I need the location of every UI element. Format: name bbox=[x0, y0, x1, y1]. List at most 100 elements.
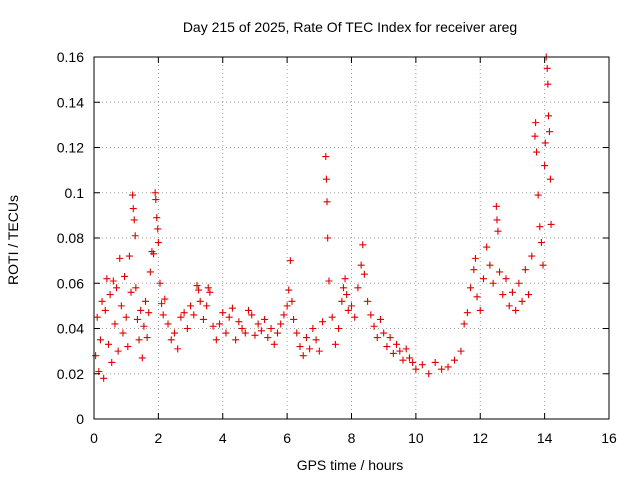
data-point bbox=[322, 153, 330, 161]
data-point bbox=[277, 320, 285, 328]
data-point bbox=[209, 322, 217, 330]
data-point bbox=[130, 216, 138, 224]
data-point bbox=[290, 315, 298, 323]
grid-lines bbox=[94, 57, 609, 419]
data-point bbox=[451, 356, 458, 364]
data-point bbox=[288, 297, 296, 305]
data-point bbox=[393, 340, 401, 348]
data-point bbox=[322, 175, 330, 183]
data-point bbox=[129, 191, 137, 199]
data-point bbox=[109, 277, 117, 285]
x-tick-label: 6 bbox=[283, 430, 291, 446]
data-point bbox=[150, 250, 158, 258]
axis-ticks: 0 2 4 6 8 10 12 14 16 0 0.02 0.04 0.06 0.08 0.1 0.12 0.1… bbox=[57, 49, 617, 446]
data-point bbox=[537, 239, 545, 247]
data-point bbox=[299, 352, 307, 360]
data-point bbox=[117, 302, 125, 310]
data-point bbox=[296, 343, 304, 351]
data-point bbox=[409, 358, 417, 366]
data-point bbox=[359, 241, 367, 249]
data-points bbox=[92, 53, 555, 382]
data-point bbox=[499, 291, 507, 299]
data-point bbox=[386, 334, 394, 342]
data-point bbox=[245, 306, 252, 314]
data-point bbox=[135, 336, 143, 344]
data-point bbox=[129, 205, 137, 213]
data-point bbox=[127, 288, 135, 296]
data-point bbox=[493, 216, 501, 224]
data-point bbox=[341, 275, 349, 283]
data-point bbox=[380, 329, 388, 337]
data-point bbox=[357, 261, 365, 269]
data-point bbox=[525, 291, 533, 299]
data-point bbox=[158, 300, 166, 308]
data-point bbox=[338, 297, 346, 305]
data-point bbox=[131, 232, 139, 240]
data-point bbox=[473, 293, 481, 301]
data-point bbox=[544, 112, 552, 120]
data-point bbox=[174, 345, 182, 353]
data-point bbox=[483, 243, 491, 251]
data-point bbox=[228, 304, 236, 312]
data-point bbox=[154, 239, 162, 247]
data-point bbox=[196, 297, 204, 305]
data-point bbox=[153, 214, 161, 222]
data-point bbox=[389, 349, 397, 357]
data-point bbox=[460, 320, 468, 328]
data-point bbox=[156, 279, 164, 287]
data-point bbox=[470, 266, 478, 274]
data-point bbox=[354, 284, 362, 292]
data-point bbox=[125, 252, 133, 260]
y-tick-label: 0.02 bbox=[57, 366, 84, 382]
x-tick-label: 10 bbox=[408, 430, 424, 446]
data-point bbox=[539, 261, 547, 269]
data-point bbox=[119, 329, 127, 337]
data-point bbox=[306, 345, 314, 353]
y-tick-label: 0.06 bbox=[57, 275, 84, 291]
data-point bbox=[232, 336, 240, 344]
data-point bbox=[343, 291, 351, 299]
data-point bbox=[137, 306, 145, 314]
data-point bbox=[167, 336, 175, 344]
data-point bbox=[545, 128, 553, 136]
data-point bbox=[280, 311, 288, 319]
data-point bbox=[267, 325, 275, 332]
data-point bbox=[373, 334, 381, 342]
data-point bbox=[515, 279, 523, 287]
data-point bbox=[544, 80, 552, 88]
data-point bbox=[489, 279, 497, 287]
y-tick-label: 0.1 bbox=[65, 185, 85, 201]
data-point bbox=[431, 358, 439, 366]
data-point bbox=[479, 275, 487, 283]
data-point bbox=[121, 272, 129, 280]
data-point bbox=[154, 225, 162, 233]
data-point bbox=[418, 361, 426, 369]
data-point bbox=[348, 302, 355, 310]
data-point bbox=[92, 352, 100, 360]
data-point bbox=[103, 275, 111, 283]
data-point bbox=[532, 119, 540, 127]
data-point bbox=[492, 202, 500, 210]
data-point bbox=[444, 363, 452, 371]
data-point bbox=[257, 327, 265, 335]
data-point bbox=[528, 252, 536, 260]
x-tick-label: 8 bbox=[348, 430, 356, 446]
data-point bbox=[98, 297, 106, 305]
data-point bbox=[531, 132, 539, 140]
data-point bbox=[339, 284, 347, 292]
data-point bbox=[293, 329, 301, 337]
data-point bbox=[546, 175, 554, 183]
data-point bbox=[254, 320, 262, 328]
data-point bbox=[264, 334, 272, 342]
data-point bbox=[193, 282, 201, 290]
data-point bbox=[114, 347, 122, 355]
data-point bbox=[104, 340, 112, 348]
data-point bbox=[159, 311, 167, 319]
data-point bbox=[199, 315, 207, 323]
data-point bbox=[241, 329, 249, 337]
data-point bbox=[521, 266, 529, 274]
data-point bbox=[122, 313, 130, 321]
data-point bbox=[170, 329, 178, 337]
data-point bbox=[344, 306, 352, 314]
data-point bbox=[396, 347, 404, 355]
